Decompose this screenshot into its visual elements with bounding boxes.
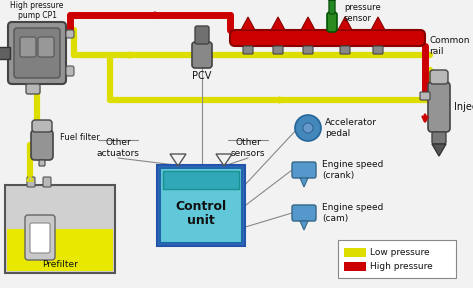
FancyBboxPatch shape xyxy=(26,84,40,94)
FancyBboxPatch shape xyxy=(428,82,450,132)
Text: Fuel filter: Fuel filter xyxy=(60,134,100,143)
Text: Control
unit: Control unit xyxy=(175,200,227,228)
Polygon shape xyxy=(338,17,352,30)
FancyBboxPatch shape xyxy=(31,130,53,160)
Bar xyxy=(344,248,366,257)
FancyBboxPatch shape xyxy=(20,37,36,57)
Polygon shape xyxy=(432,144,446,156)
Circle shape xyxy=(303,123,313,133)
FancyBboxPatch shape xyxy=(32,120,52,132)
FancyBboxPatch shape xyxy=(327,12,337,32)
Text: Low pressure: Low pressure xyxy=(370,248,429,257)
Bar xyxy=(7,229,113,271)
Text: PCV: PCV xyxy=(193,71,212,81)
FancyBboxPatch shape xyxy=(8,22,66,84)
Bar xyxy=(5,185,115,273)
FancyBboxPatch shape xyxy=(432,132,446,144)
FancyBboxPatch shape xyxy=(420,92,430,100)
FancyBboxPatch shape xyxy=(329,0,335,14)
Polygon shape xyxy=(301,17,315,30)
Text: Other
actuators: Other actuators xyxy=(96,138,140,158)
FancyBboxPatch shape xyxy=(195,26,209,44)
Text: Other
sensors: Other sensors xyxy=(231,138,265,158)
Polygon shape xyxy=(271,17,285,30)
Bar xyxy=(344,262,366,271)
FancyBboxPatch shape xyxy=(373,46,383,54)
FancyBboxPatch shape xyxy=(192,42,212,68)
Polygon shape xyxy=(371,17,385,30)
FancyBboxPatch shape xyxy=(273,46,283,54)
Text: Injector: Injector xyxy=(454,102,473,112)
Polygon shape xyxy=(300,221,308,230)
FancyBboxPatch shape xyxy=(66,30,74,38)
FancyBboxPatch shape xyxy=(43,177,51,187)
Text: Prefilter: Prefilter xyxy=(42,260,78,269)
FancyBboxPatch shape xyxy=(66,66,74,76)
FancyBboxPatch shape xyxy=(430,70,448,84)
Text: Rail
pressure
sensor: Rail pressure sensor xyxy=(344,0,381,23)
FancyBboxPatch shape xyxy=(292,162,316,178)
Text: High pressure: High pressure xyxy=(370,262,433,271)
Bar xyxy=(160,168,242,243)
Text: Engine speed
(cam): Engine speed (cam) xyxy=(322,203,384,223)
Polygon shape xyxy=(241,17,255,30)
Circle shape xyxy=(295,115,321,141)
Bar xyxy=(0,47,10,59)
Bar xyxy=(157,165,245,246)
FancyBboxPatch shape xyxy=(230,30,425,46)
Text: Engine speed
(crank): Engine speed (crank) xyxy=(322,160,384,180)
Text: Accelerator
pedal: Accelerator pedal xyxy=(325,118,377,138)
FancyBboxPatch shape xyxy=(14,28,60,78)
FancyBboxPatch shape xyxy=(39,160,45,166)
Bar xyxy=(338,240,456,278)
Bar xyxy=(163,171,239,189)
FancyBboxPatch shape xyxy=(303,46,313,54)
FancyBboxPatch shape xyxy=(27,177,35,187)
Text: Common
rail: Common rail xyxy=(429,36,470,56)
FancyBboxPatch shape xyxy=(38,37,54,57)
FancyBboxPatch shape xyxy=(243,46,253,54)
FancyBboxPatch shape xyxy=(25,215,55,260)
FancyBboxPatch shape xyxy=(292,205,316,221)
FancyBboxPatch shape xyxy=(340,46,350,54)
Text: High pressure
pump CP1: High pressure pump CP1 xyxy=(10,1,64,20)
Polygon shape xyxy=(300,178,308,187)
FancyBboxPatch shape xyxy=(30,223,50,253)
